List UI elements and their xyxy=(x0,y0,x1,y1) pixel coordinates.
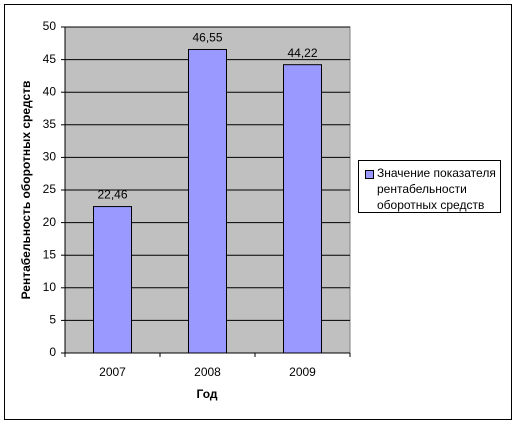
x-tick-label: 2009 xyxy=(289,365,316,379)
bar xyxy=(93,206,132,354)
y-tick-label: 35 xyxy=(43,117,57,131)
legend-swatch xyxy=(365,170,374,179)
bar xyxy=(283,64,322,354)
data-label: 44,22 xyxy=(287,46,317,60)
y-tick-label: 5 xyxy=(49,313,56,327)
bar xyxy=(188,48,227,354)
y-tick-label: 10 xyxy=(43,280,57,294)
legend: Значение показателя рентабельности оборо… xyxy=(358,160,501,213)
y-tick-label: 15 xyxy=(43,247,57,261)
x-tick-label: 2008 xyxy=(194,365,221,379)
y-tick-label: 30 xyxy=(43,150,57,164)
data-label: 22,46 xyxy=(97,188,127,202)
y-tick-label: 0 xyxy=(49,345,56,359)
x-tick-label: 2007 xyxy=(99,365,126,379)
y-tick-label: 45 xyxy=(43,52,57,66)
y-tick-label: 50 xyxy=(43,19,57,33)
legend-label: Значение показателя рентабельности оборо… xyxy=(377,166,496,212)
y-tick-label: 40 xyxy=(43,84,57,98)
data-label: 46,55 xyxy=(192,31,222,45)
y-tick-label: 20 xyxy=(43,215,57,229)
y-tick-label: 25 xyxy=(43,182,57,196)
y-axis-label: Рентабельность оборотных средств xyxy=(19,81,33,300)
x-axis-label: Год xyxy=(197,387,218,401)
